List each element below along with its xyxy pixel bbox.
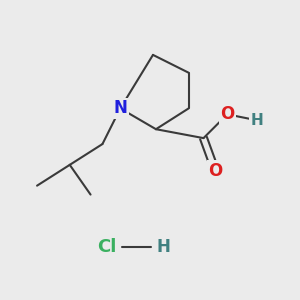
Text: H: H	[250, 113, 263, 128]
Text: O: O	[208, 162, 223, 180]
Text: Cl: Cl	[97, 238, 117, 256]
Text: N: N	[113, 99, 127, 117]
Text: H: H	[156, 238, 170, 256]
Text: O: O	[220, 105, 234, 123]
